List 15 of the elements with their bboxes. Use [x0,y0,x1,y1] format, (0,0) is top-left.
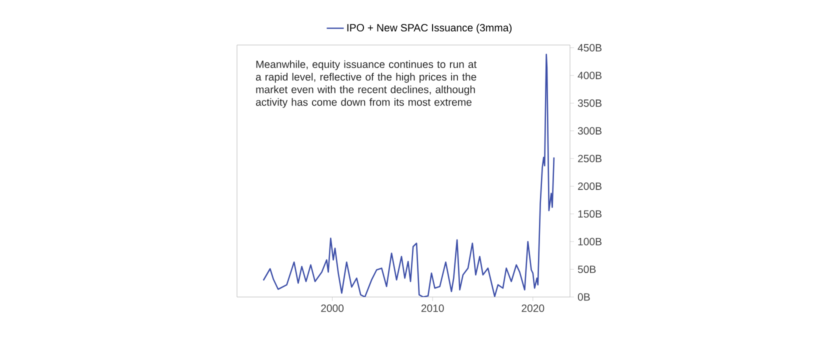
y-tick-label: 250B [578,154,602,162]
y-tick-label: 200B [578,182,602,190]
x-tick-label: 2000 [321,304,344,312]
legend-label: IPO + New SPAC Issuance (3mma) [347,24,512,34]
y-tick-label: 100B [578,238,602,246]
annotation: Meanwhile, equity issuance continues to run at a rapid level, reflective of the high prices in the market even with the recent declines, although activity has come down from its most extreme [256,60,477,108]
y-tick-label: 0B [578,293,590,301]
y-tick-label: 400B [578,72,602,80]
y-tick-label: 300B [578,127,602,135]
y-tick-label: 450B [578,44,602,52]
y-tick-label: 150B [578,210,602,218]
y-tick-label: 350B [578,99,602,107]
x-tick-label: 2010 [421,304,444,312]
x-tick-label: 2020 [522,304,544,312]
y-tick-label: 50B [578,266,596,274]
